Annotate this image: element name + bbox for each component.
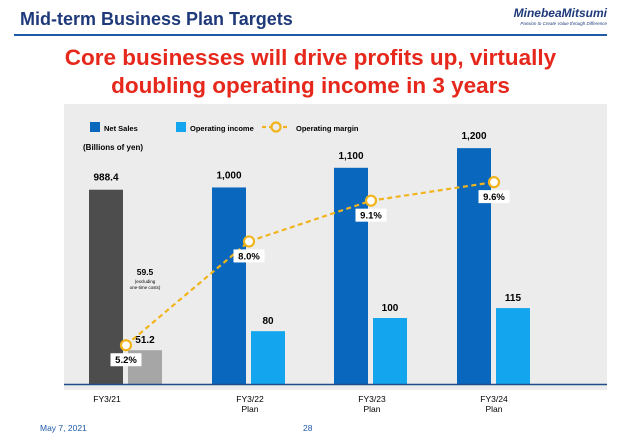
category-label: FY3/23 Plan xyxy=(337,394,407,414)
unit-label: (Billions of yen) xyxy=(83,143,143,152)
headline-line-1: Core businesses will drive profits up, v… xyxy=(64,45,557,70)
headline-line-2: doubling operating income in 3 years xyxy=(111,73,510,98)
category-label: FY3/22 Plan xyxy=(215,394,285,414)
operating-margin-label: 9.6% xyxy=(483,192,505,203)
operating-income-label: 115 xyxy=(505,293,522,304)
slide-title: Mid-term Business Plan Targets xyxy=(20,9,293,29)
operating-income-bar xyxy=(496,308,530,384)
net-sales-label: 1,100 xyxy=(338,151,363,162)
brand-name: MinebeaMitsumi xyxy=(513,6,607,20)
category-label-line-2: Plan xyxy=(363,404,381,414)
net-sales-bar xyxy=(212,187,246,384)
category-label-line-1: FY3/23 xyxy=(358,394,386,404)
net-sales-label: 1,000 xyxy=(216,170,241,181)
operating-margin-marker xyxy=(364,194,378,207)
chart-panel: Net Sales Operating income Operating margi… xyxy=(64,104,607,390)
operating-margin-line xyxy=(125,181,495,347)
operating-income-label: 100 xyxy=(382,303,399,314)
operating-margin-label-box xyxy=(478,190,510,204)
operating-margin-label-box xyxy=(110,353,142,367)
legend-net-sales-swatch xyxy=(90,122,100,132)
operating-income-bar xyxy=(373,318,407,384)
headline: Core businesses will drive profits up, v… xyxy=(0,44,621,100)
operating-income-label: 51.2 xyxy=(135,335,155,346)
operating-margin-marker xyxy=(119,339,133,352)
category-label: FY3/24 Plan xyxy=(459,394,529,414)
net-sales-label: 1,200 xyxy=(461,131,486,142)
net-sales-bar xyxy=(334,167,368,384)
category-label-line-2: Plan xyxy=(485,404,503,414)
page-number: 28 xyxy=(303,423,313,433)
category-label-line-1: FY3/24 xyxy=(480,394,508,404)
operating-margin-label-box xyxy=(355,208,387,222)
chart: Net Sales Operating income Operating margi… xyxy=(64,121,607,386)
operating-income-bar xyxy=(251,331,285,384)
operating-margin-marker xyxy=(487,176,501,189)
legend-operating-income-swatch xyxy=(176,122,186,132)
net-sales-bar xyxy=(457,148,491,384)
brand-logo: MinebeaMitsumi Passion to Create Value t… xyxy=(514,6,607,26)
category-label: FY3/21 xyxy=(72,394,142,404)
annotation-note-line-2: one-time costs) xyxy=(130,285,161,290)
footer-date: May 7, 2021 xyxy=(40,423,87,433)
legend-operating-income: Operating income xyxy=(190,124,254,133)
legend-operating-margin: Operating margin xyxy=(296,124,359,133)
category-label-line-1: FY3/21 xyxy=(93,394,121,404)
annotation-note-line-1: (excluding xyxy=(135,279,156,284)
operating-margin-label: 9.1% xyxy=(360,211,382,222)
operating-margin-label: 8.0% xyxy=(238,251,260,262)
legend-operating-margin-marker xyxy=(270,121,282,133)
legend-net-sales: Net Sales xyxy=(104,124,138,133)
operating-income-label: 80 xyxy=(262,316,274,327)
category-label-line-2: Plan xyxy=(241,404,259,414)
operating-margin-label-box xyxy=(233,249,265,263)
annotation-value: 59.5 xyxy=(137,267,154,277)
net-sales-label: 988.4 xyxy=(93,173,118,184)
title-divider xyxy=(14,34,607,36)
category-label-line-1: FY3/22 xyxy=(236,394,264,404)
operating-margin-label: 5.2% xyxy=(115,355,137,366)
brand-tagline: Passion to Create Value through Differen… xyxy=(520,21,607,26)
net-sales-bar xyxy=(89,189,123,384)
operating-margin-marker xyxy=(242,235,256,248)
